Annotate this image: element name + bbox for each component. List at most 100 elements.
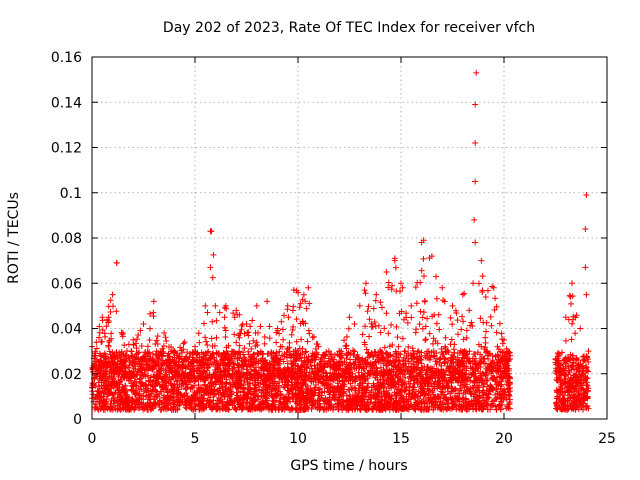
data-point (570, 357, 577, 364)
data-point (472, 355, 479, 362)
data-point (493, 406, 500, 413)
data-point (217, 396, 224, 403)
data-point (386, 360, 393, 367)
data-point (197, 398, 204, 405)
data-point (574, 364, 581, 371)
data-point (377, 376, 384, 383)
data-point (309, 334, 316, 341)
data-point (276, 330, 283, 337)
data-point (181, 392, 188, 399)
data-point (128, 352, 135, 359)
data-point (308, 387, 315, 394)
data-point (478, 377, 485, 384)
data-point (449, 321, 456, 328)
data-point (277, 391, 284, 398)
data-point (344, 352, 351, 359)
data-point (279, 343, 286, 350)
data-point (135, 355, 142, 362)
data-point (454, 317, 461, 324)
data-point (499, 358, 506, 365)
data-point (250, 337, 257, 344)
data-point (100, 382, 107, 389)
data-point (438, 346, 445, 353)
data-point (323, 373, 330, 380)
data-point (277, 366, 284, 373)
data-point (230, 361, 237, 368)
data-point (429, 340, 436, 347)
data-point (436, 369, 443, 376)
data-point (272, 373, 279, 380)
data-point (224, 367, 231, 374)
data-point (453, 406, 460, 413)
data-point (325, 381, 332, 388)
data-point (405, 390, 412, 397)
data-point (410, 361, 417, 368)
data-point (215, 350, 222, 357)
data-point (208, 335, 215, 342)
data-point (303, 393, 310, 400)
data-point (501, 386, 508, 393)
data-point (186, 353, 193, 360)
data-point (106, 382, 113, 389)
data-point (388, 321, 395, 328)
data-point (113, 361, 120, 368)
data-point (213, 334, 220, 341)
data-point (143, 383, 150, 390)
data-point (222, 386, 229, 393)
data-point (400, 380, 407, 387)
data-point (135, 331, 142, 338)
data-point (168, 406, 175, 413)
data-point (400, 371, 407, 378)
data-point (175, 364, 182, 371)
data-point (401, 381, 408, 388)
data-point (330, 358, 337, 365)
data-point (238, 402, 245, 409)
data-point (346, 395, 353, 402)
data-point (340, 396, 347, 403)
data-point (434, 401, 441, 408)
data-point (106, 348, 113, 355)
data-point (133, 336, 140, 343)
data-point (284, 387, 291, 394)
data-point (267, 373, 274, 380)
data-point (322, 353, 329, 360)
data-point (119, 404, 126, 411)
data-point (155, 355, 162, 362)
data-point (131, 373, 138, 380)
data-point (184, 363, 191, 370)
data-point (327, 375, 334, 382)
data-point (460, 390, 467, 397)
data-point (288, 369, 295, 376)
data-point (125, 353, 132, 360)
data-point (427, 367, 434, 374)
data-point (434, 385, 441, 392)
data-point (414, 279, 421, 286)
data-point (370, 393, 377, 400)
data-point (496, 320, 503, 327)
data-point (499, 375, 506, 382)
data-point (398, 308, 405, 315)
data-point (505, 405, 512, 412)
data-point (373, 365, 380, 372)
data-point (329, 364, 336, 371)
data-point (427, 397, 434, 404)
data-point (483, 387, 490, 394)
data-point (350, 360, 357, 367)
data-point (221, 324, 228, 331)
data-point (327, 369, 334, 376)
data-point (501, 349, 508, 356)
data-point (190, 382, 197, 389)
data-point (204, 342, 211, 349)
data-point (489, 352, 496, 359)
data-point (273, 339, 280, 346)
data-point (382, 351, 389, 358)
data-point (160, 395, 167, 402)
data-point (203, 338, 210, 345)
data-point (248, 390, 255, 397)
data-point (402, 360, 409, 367)
data-point (119, 367, 126, 374)
data-point (142, 393, 149, 400)
data-point (191, 375, 198, 382)
data-point (133, 398, 140, 405)
data-point (326, 357, 333, 364)
